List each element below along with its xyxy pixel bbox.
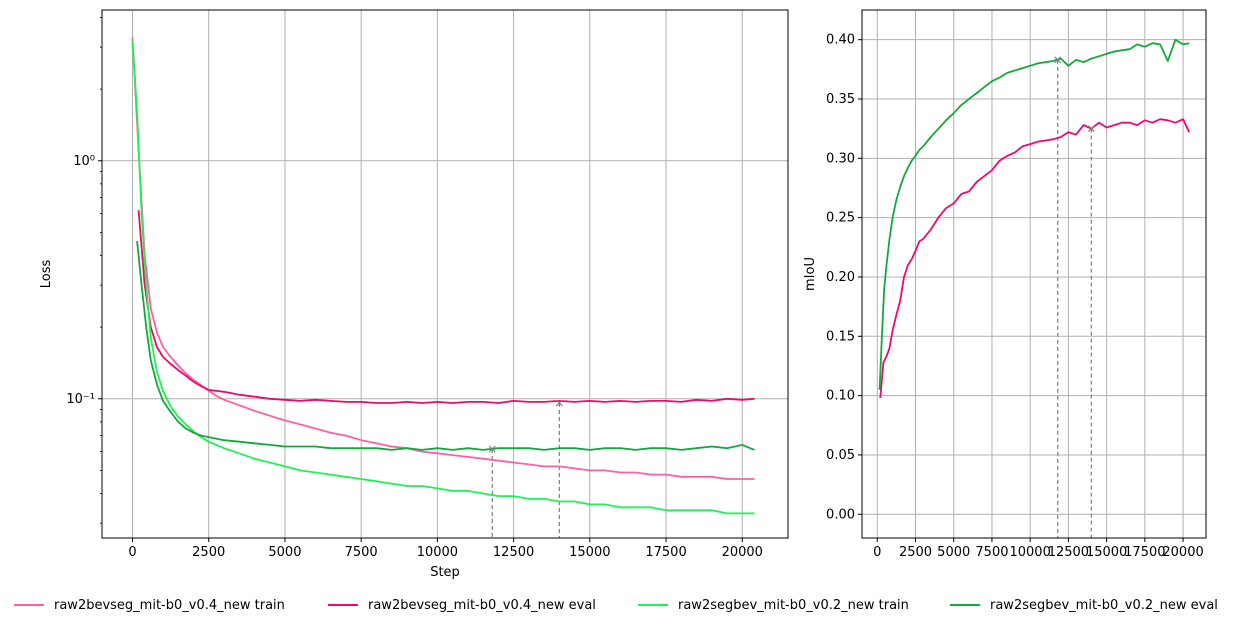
y-tick-label: 0.30	[826, 151, 855, 166]
best-step-marker	[1054, 56, 1062, 64]
y-tick-label: 10⁻¹	[66, 392, 95, 407]
y-tick-label: 0.20	[826, 270, 855, 285]
x-tick-label: 15000	[1086, 545, 1127, 560]
y-tick-label: 0.00	[826, 507, 855, 522]
figure: 0 2500 5000 7500 10000 12500 15000 17500 2000010…	[39, 9, 1207, 580]
legend-item-bev-train: raw2segbev_mit-b0_v0.2_new train	[638, 592, 909, 618]
series-line	[137, 210, 755, 404]
x-tick-label: 15000	[569, 545, 610, 560]
legend-swatch	[638, 604, 668, 606]
legend-label: raw2segbev_mit-b0_v0.2_new train	[678, 597, 909, 613]
legend-swatch	[328, 604, 358, 606]
x-tick-label: 0	[128, 545, 136, 560]
legend-label: raw2bevseg_mit-b0_v0.4_new eval	[368, 597, 596, 613]
series-line	[879, 118, 1191, 399]
legend: raw2bevseg_mit-b0_v0.4_new train raw2bev…	[0, 592, 1250, 618]
plot-frame	[101, 9, 789, 539]
x-tick-label: 0	[873, 545, 881, 560]
x-tick-label: 5000	[937, 545, 970, 560]
x-tick-label: 17500	[645, 545, 686, 560]
y-tick-label: 0.05	[826, 448, 855, 463]
y-axis-label: Loss	[39, 260, 54, 289]
x-tick-label: 12500	[1048, 545, 1089, 560]
legend-swatch	[950, 604, 980, 606]
y-tick-label: 0.10	[826, 389, 855, 404]
x-tick-label: 5000	[268, 545, 301, 560]
y-tick-label: 0.25	[826, 211, 855, 226]
series-line	[136, 240, 755, 451]
series-line	[131, 40, 755, 515]
loss-chart: 0 2500 5000 7500 10000 12500 15000 17500 20000 10…	[39, 9, 789, 580]
y-axis-label: mIoU	[803, 257, 818, 291]
legend-item-bev-eval: raw2segbev_mit-b0_v0.2_new eval	[950, 592, 1218, 618]
y-tick-label: 0.15	[826, 329, 855, 344]
x-tick-label: 2500	[192, 545, 225, 560]
x-tick-label: 2500	[899, 545, 932, 560]
plot-frame	[861, 9, 1207, 539]
y-tick-label: 10⁰	[73, 154, 95, 169]
x-tick-label: 20000	[1162, 545, 1203, 560]
legend-item-seg-eval: raw2bevseg_mit-b0_v0.4_new eval	[328, 592, 596, 618]
x-axis-label: Step	[430, 565, 460, 580]
legend-label: raw2segbev_mit-b0_v0.2_new eval	[990, 597, 1218, 613]
legend-swatch	[14, 604, 44, 606]
x-tick-label: 20000	[722, 545, 763, 560]
x-tick-label: 17500	[1124, 545, 1165, 560]
x-tick-label: 7500	[975, 545, 1008, 560]
x-tick-label: 7500	[345, 545, 378, 560]
x-tick-label: 10000	[417, 545, 458, 560]
x-tick-label: 10000	[1009, 545, 1050, 560]
best-step-marker	[488, 445, 496, 453]
x-tick-label: 12500	[493, 545, 534, 560]
series-line	[878, 38, 1190, 390]
y-tick-label: 0.35	[826, 92, 855, 107]
best-step-marker	[1087, 125, 1095, 133]
best-step-marker	[555, 399, 563, 407]
legend-label: raw2bevseg_mit-b0_v0.4_new train	[54, 597, 285, 613]
y-tick-label: 0.40	[826, 33, 855, 48]
legend-item-seg-train: raw2bevseg_mit-b0_v0.4_new train	[14, 592, 285, 618]
series-line	[131, 37, 755, 480]
